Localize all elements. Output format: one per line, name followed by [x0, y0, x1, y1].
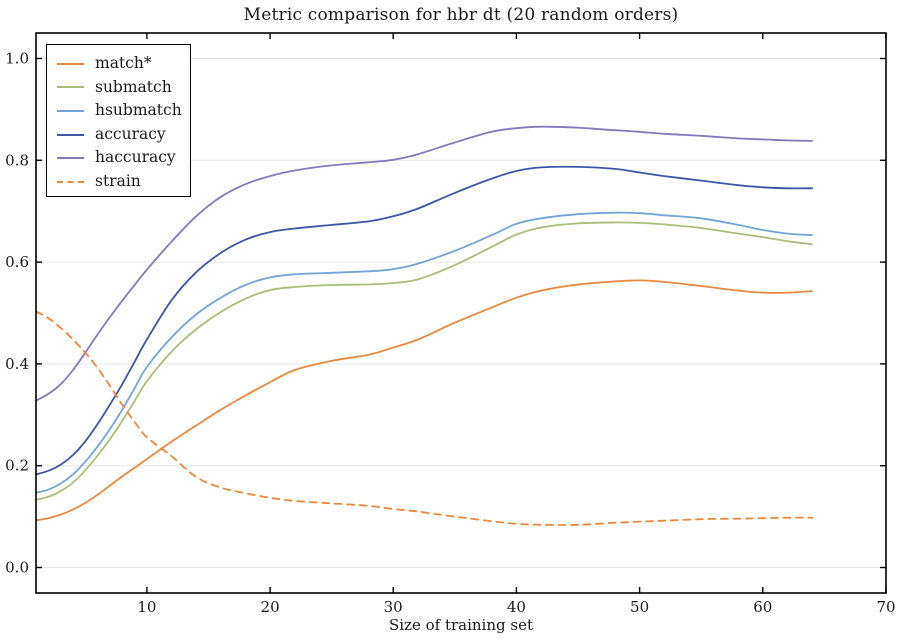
y-tick-label: 0.8 [5, 151, 29, 169]
legend-line-sample-icon [57, 62, 84, 65]
legend-item-hsubmatch: hsubmatch [57, 99, 190, 123]
legend-line-sample-icon [57, 109, 84, 112]
y-tick-label: 1.0 [5, 49, 29, 67]
x-axis-label: Size of training set [388, 616, 533, 634]
legend-item-match: match* [57, 52, 190, 76]
legend-line-sample-icon [57, 133, 84, 136]
series-curves [35, 125, 813, 526]
legend: match* submatch hsubmatch accuracy haccuracy… [46, 44, 191, 197]
y-tick-label: 0.0 [5, 559, 29, 577]
legend-item-accuracy: accuracy [57, 123, 190, 147]
legend-item-strain: strain [57, 170, 190, 194]
x-tick-label: 60 [753, 598, 772, 616]
legend-item-label: haccuracy [95, 148, 176, 167]
series-line-accuracy [35, 165, 813, 476]
y-tick-label: 0.6 [5, 253, 29, 271]
y-tick-label: 0.2 [5, 457, 29, 475]
legend-line-sample-icon [57, 86, 84, 89]
series-line-hsubmatch [35, 211, 813, 494]
legend-item-submatch: submatch [57, 76, 190, 100]
x-tick-label: 70 [876, 598, 895, 616]
chart-title: Metric comparison for hbr dt (20 random … [243, 5, 679, 25]
x-tick-label: 10 [137, 598, 156, 616]
legend-item-label: strain [95, 172, 141, 191]
legend-line-sample-icon [57, 157, 84, 160]
legend-item-label: match* [95, 54, 152, 73]
series-line-strain [35, 310, 813, 526]
series-line-submatch [35, 221, 813, 501]
plot-border [35, 32, 887, 594]
axis-ticks: 10 20 30 40 50 60 70 0.0 0.2 0.4 0.6 0.8 1.0 [5, 33, 896, 616]
x-tick-label: 50 [630, 598, 649, 616]
y-tick-label: 0.4 [5, 355, 29, 373]
legend-line-sample-icon [57, 180, 84, 183]
legend-item-label: submatch [95, 77, 172, 96]
x-tick-label: 30 [384, 598, 403, 616]
series-line-match [35, 279, 813, 522]
legend-item-haccuracy: haccuracy [57, 146, 190, 170]
series-line-haccuracy [35, 125, 813, 402]
x-tick-label: 20 [261, 598, 280, 616]
x-tick-label: 40 [507, 598, 526, 616]
legend-item-label: accuracy [95, 124, 166, 143]
legend-item-label: hsubmatch [95, 101, 182, 120]
